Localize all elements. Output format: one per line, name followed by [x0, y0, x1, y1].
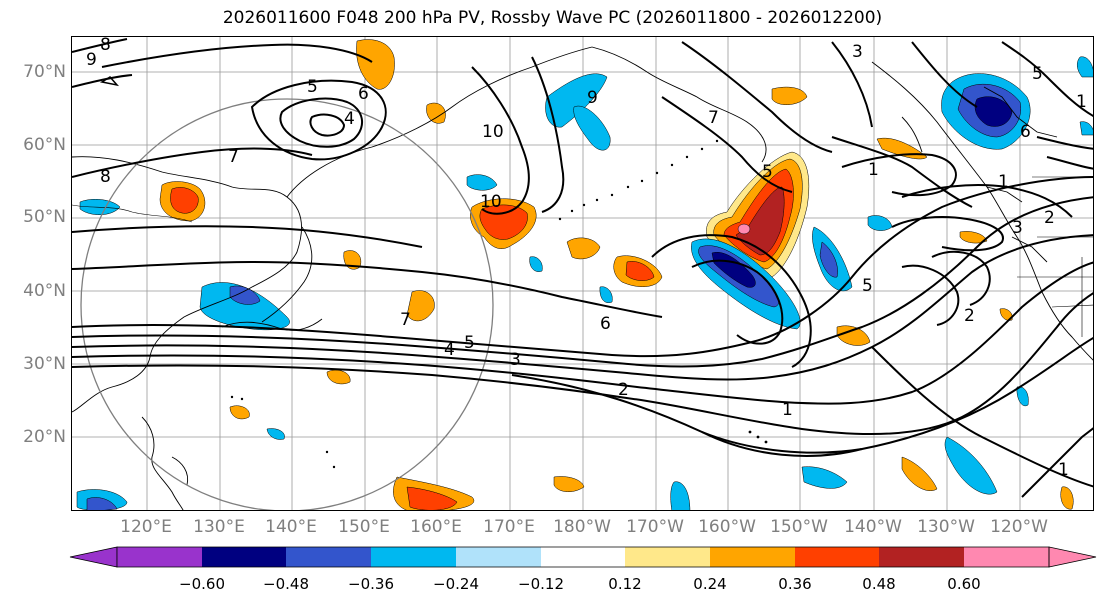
contour-label: 1 — [1076, 92, 1087, 112]
contour-label: 1 — [868, 160, 879, 180]
contour-label: 3 — [852, 42, 863, 62]
contour-label: 9 — [86, 50, 97, 70]
positive-anomalies — [159, 39, 1074, 510]
islands — [230, 139, 768, 469]
contour-label: 6 — [600, 314, 611, 334]
lon-label-120w: 120°W — [990, 517, 1048, 537]
colorbar-tick: −0.36 — [348, 575, 394, 593]
contour-label: 5 — [862, 276, 873, 296]
contour-label: 7 — [708, 108, 719, 128]
lat-label-50n: 50°N — [23, 207, 66, 227]
contour-label: 3 — [510, 350, 521, 370]
contour-label: 1 — [782, 400, 793, 420]
colorbar — [69, 546, 1097, 568]
lon-label-130e: 130°E — [193, 517, 245, 537]
range-circle — [80, 98, 494, 510]
map-title: 2026011600 F048 200 hPa PV, Rossby Wave … — [222, 8, 883, 28]
contour-label: 3 — [1012, 218, 1023, 238]
contour-label: 8 — [100, 37, 111, 55]
contour-label: 9 — [587, 88, 598, 108]
lon-label-140e: 140°E — [265, 517, 317, 537]
colorbar-tick: −0.48 — [263, 575, 309, 593]
colorbar-tick: −0.60 — [179, 575, 225, 593]
colorbar-segment — [371, 547, 456, 567]
colorbar-tick: −0.12 — [518, 575, 564, 593]
colorbar-segment — [710, 547, 795, 567]
lat-label-20n: 20°N — [23, 427, 66, 447]
lon-label-140w: 140°W — [844, 517, 902, 537]
contour-labels: 9 8 5 6 4 7 8 10 10 9 3 7 5 1 1 3 2 6 7 … — [86, 37, 1087, 480]
contour-label: 2 — [1044, 208, 1055, 228]
contour-label: 7 — [400, 310, 411, 330]
lon-label-150e: 150°E — [338, 517, 390, 537]
colorbar-extend-high — [1048, 546, 1097, 568]
lat-label-40n: 40°N — [23, 281, 66, 301]
contour-label: 6 — [358, 84, 369, 104]
lon-label-130w: 130°W — [917, 517, 975, 537]
colorbar-extend-low — [69, 546, 118, 568]
colorbar-segment — [202, 547, 286, 567]
colorbar-segment — [625, 547, 710, 567]
contour-label: 5 — [762, 162, 773, 182]
pv-contours — [72, 38, 1093, 498]
map-panel: 9 8 5 6 4 7 8 10 10 9 3 7 5 1 1 3 2 6 7 … — [71, 36, 1094, 511]
contour-label: 5 — [307, 77, 318, 97]
colorbar-tick: 0.24 — [693, 575, 727, 593]
contour-label: 8 — [100, 167, 111, 187]
map-canvas: 9 8 5 6 4 7 8 10 10 9 3 7 5 1 1 3 2 6 7 … — [72, 37, 1093, 510]
contour-label: 4 — [344, 109, 355, 129]
colorbar-tick: 0.48 — [862, 575, 896, 593]
colorbar-segment — [286, 547, 371, 567]
contour-label: 5 — [464, 333, 475, 353]
colorbar-segment — [456, 547, 541, 567]
coastlines — [72, 46, 1093, 510]
contour-label: 1 — [998, 172, 1009, 192]
lon-label-160e: 160°E — [410, 517, 462, 537]
contour-label: 2 — [964, 306, 975, 326]
contour-label: 5 — [1032, 64, 1043, 84]
colorbar-tick: 0.36 — [778, 575, 812, 593]
colorbar-segment — [964, 547, 1049, 567]
lon-label-160w: 160°W — [698, 517, 756, 537]
colorbar-segment — [879, 547, 964, 567]
contour-label: 6 — [1020, 122, 1031, 142]
contour-label: 7 — [228, 147, 239, 167]
lat-label-70n: 70°N — [23, 62, 66, 82]
contour-label: 1 — [1058, 460, 1069, 480]
colorbar-segment — [541, 547, 625, 567]
colorbar-segment — [795, 547, 879, 567]
lon-label-180w: 180°W — [553, 517, 611, 537]
lon-label-120e: 120°E — [120, 517, 172, 537]
lat-label-30n: 30°N — [23, 354, 66, 374]
contour-label: 2 — [618, 380, 629, 400]
colorbar-tick: −0.24 — [433, 575, 479, 593]
contour-label: 4 — [444, 340, 455, 360]
negative-anomalies — [76, 56, 1093, 510]
contour-label: 10 — [480, 192, 502, 212]
colorbar-segment — [117, 547, 202, 567]
colorbar-tick: 0.12 — [608, 575, 642, 593]
colorbar-tick: 0.60 — [947, 575, 981, 593]
lon-label-170e: 170°E — [483, 517, 535, 537]
lon-label-150w: 150°W — [770, 517, 828, 537]
lon-label-170w: 170°W — [626, 517, 684, 537]
lat-label-60n: 60°N — [23, 135, 66, 155]
contour-label: 10 — [482, 122, 504, 142]
